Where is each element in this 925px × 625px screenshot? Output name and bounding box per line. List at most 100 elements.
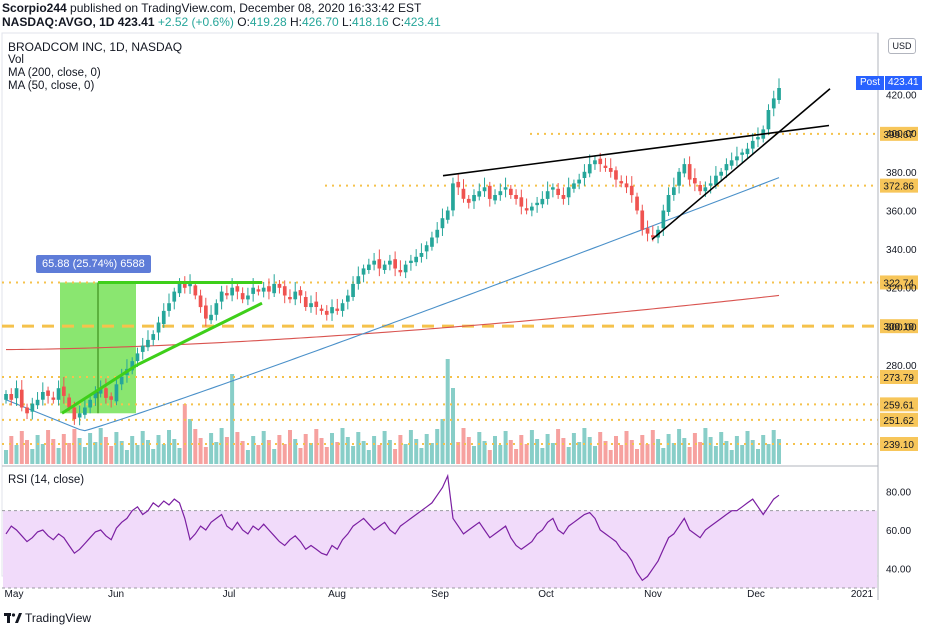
volume-bar xyxy=(109,446,114,464)
volume-bar xyxy=(67,443,72,464)
candle-body xyxy=(35,399,40,406)
candle-body xyxy=(77,413,82,418)
candle-body xyxy=(372,260,376,265)
price-level-label: 239.10 xyxy=(883,440,914,451)
volume-bar xyxy=(282,444,287,464)
volume-bar xyxy=(740,445,745,464)
volume-bar xyxy=(466,437,471,464)
volume-bar xyxy=(745,431,750,464)
candle-body xyxy=(140,345,145,352)
candle-body xyxy=(209,314,213,321)
price-level-label: 300.10 xyxy=(883,322,914,333)
symbol-line: NASDAQ:AVGO, 1D xyxy=(2,15,115,29)
volume-bar xyxy=(614,436,618,464)
rsi-panel: 40.00 60.00 80.00 xyxy=(2,473,911,589)
volume-bar xyxy=(266,440,271,464)
candle-body xyxy=(698,185,702,192)
candle-body xyxy=(545,191,550,199)
candle-body xyxy=(566,187,571,198)
legend-ma200[interactable]: MA (200, close, 0) xyxy=(8,67,101,79)
rsi-band xyxy=(3,510,877,588)
candle-body xyxy=(83,407,87,415)
candle-body xyxy=(424,245,429,252)
candle-body xyxy=(361,268,366,275)
legend-ma50[interactable]: MA (50, close, 0) xyxy=(8,80,95,92)
candle-body xyxy=(62,386,66,396)
volume-bar xyxy=(288,430,292,464)
candle-body xyxy=(524,208,529,211)
price-level-badge xyxy=(880,369,918,384)
candle-body xyxy=(151,334,156,340)
close-label: C: xyxy=(392,15,405,29)
volume-bar xyxy=(146,440,150,464)
low-label: L: xyxy=(342,15,353,29)
candle-body xyxy=(540,198,545,205)
volume-bar xyxy=(498,445,503,464)
candle-body xyxy=(156,322,161,333)
volume-bar xyxy=(624,431,629,464)
rsi-legend[interactable]: RSI (14, close) xyxy=(8,474,85,486)
volume-bar xyxy=(650,430,655,464)
volume-bar xyxy=(677,429,682,464)
volume-bar xyxy=(403,444,408,464)
candle-body xyxy=(225,293,229,296)
open-value: 419.28 xyxy=(249,15,287,29)
volume-bar xyxy=(508,440,513,464)
candle-body xyxy=(624,183,629,188)
volume-bar xyxy=(30,449,35,464)
candle-body xyxy=(346,295,350,302)
high-label: H: xyxy=(289,15,302,29)
candle-body xyxy=(309,303,313,308)
publisher-name[interactable]: Scorpio244 xyxy=(2,1,67,15)
volume-bar xyxy=(77,438,82,464)
publish-header: Scorpio244 published on TradingView.com,… xyxy=(0,0,925,30)
volume-bar xyxy=(345,437,350,464)
time-axis-label: Dec xyxy=(747,589,765,600)
candle-body xyxy=(577,179,581,184)
footer-brand[interactable]: TradingView xyxy=(25,611,92,625)
volume-bar xyxy=(366,450,371,464)
candle-body xyxy=(114,384,119,402)
green-trend-up xyxy=(61,363,138,415)
candle-body xyxy=(614,170,618,180)
candle-body xyxy=(572,183,576,189)
candle-body xyxy=(240,293,245,300)
price-level-label: 251.62 xyxy=(883,416,914,427)
candle-body xyxy=(714,175,718,185)
candle-body xyxy=(708,183,713,186)
volume-bar xyxy=(719,432,724,464)
volume-bar xyxy=(514,449,519,464)
candle-body xyxy=(356,276,361,284)
price-level-badge xyxy=(880,126,918,141)
volume-bar xyxy=(314,429,319,464)
volume-bar xyxy=(429,443,434,464)
price-tick-label: 400.00 xyxy=(886,129,917,140)
volume-bar xyxy=(724,441,729,464)
volume-bar xyxy=(56,448,61,464)
volume-bar xyxy=(130,436,135,464)
candle-body xyxy=(256,289,261,292)
volume-bar xyxy=(114,432,119,464)
candle-body xyxy=(724,164,729,171)
volume-bar xyxy=(198,438,203,464)
candle-body xyxy=(603,165,608,168)
currency-button[interactable]: USD xyxy=(888,38,916,54)
price-level-badge xyxy=(880,275,918,290)
candle-body xyxy=(51,397,56,400)
volume-bar xyxy=(582,428,587,464)
legend-vol[interactable]: Vol xyxy=(8,54,24,66)
volume-bar xyxy=(635,449,639,464)
volume-bar xyxy=(692,433,697,464)
candle-body xyxy=(219,291,224,302)
volume-bar xyxy=(734,436,739,464)
candle-body xyxy=(640,210,645,230)
volume-bar xyxy=(387,440,392,464)
price-level-badge xyxy=(880,412,918,427)
support-line xyxy=(651,88,831,241)
volume-bar xyxy=(98,428,103,464)
time-axis-label: Nov xyxy=(644,589,662,600)
candle-body xyxy=(319,308,324,311)
candle-body xyxy=(330,307,334,314)
published-text: published on TradingView.com, December 0… xyxy=(70,1,422,15)
